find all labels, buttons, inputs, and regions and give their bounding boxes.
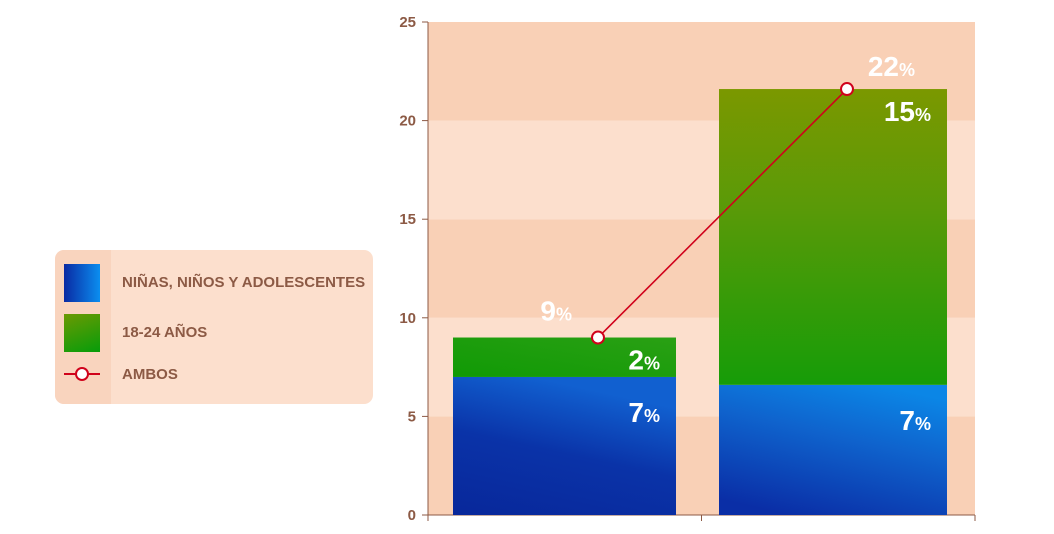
- data-label-18-24: 2%: [628, 345, 660, 376]
- data-labels: 7% 2% 7% 15% 9% 22%: [540, 51, 931, 436]
- legend-marker-icon: [75, 367, 89, 381]
- legend-item-ninos: NIÑAS, NIÑOS Y ADOLESCENTES: [55, 262, 373, 304]
- bar-segment-ninos: [453, 376, 676, 515]
- chart-legend: NIÑAS, NIÑOS Y ADOLESCENTES 18-24 AÑOS A…: [55, 250, 373, 404]
- legend-swatch-green: [64, 314, 100, 352]
- y-tick-label: 15: [399, 211, 416, 228]
- data-label-ninos: 7%: [899, 405, 931, 436]
- legend-label-ninos: NIÑAS, NIÑOS Y ADOLESCENTES: [122, 274, 366, 291]
- data-label-ninos: 7%: [628, 397, 660, 428]
- legend-item-18-24: 18-24 AÑOS: [55, 312, 373, 354]
- legend-item-ambos: AMBOS: [55, 354, 373, 396]
- bar-segment-18-24: [719, 89, 947, 385]
- data-label-ambos: 9%: [540, 296, 572, 327]
- data-label-ambos: 22%: [868, 51, 915, 82]
- ambos-point: [591, 330, 605, 345]
- data-label-18-24: 15%: [884, 96, 931, 127]
- bar-segment-ninos: [719, 384, 947, 515]
- ambos-line: [597, 88, 848, 339]
- y-tick-label: 10: [399, 310, 416, 327]
- bar-segment-18-24: [453, 337, 676, 377]
- y-tick-label: 25: [399, 14, 416, 31]
- legend-swatch-blue: [64, 264, 100, 302]
- y-tick-label: 20: [399, 113, 416, 130]
- ambos-point: [840, 82, 854, 97]
- legend-label-ambos: AMBOS: [122, 366, 178, 383]
- line-series: [591, 82, 854, 345]
- y-tick-label: 5: [408, 408, 416, 425]
- y-tick-label: 0: [408, 507, 416, 524]
- bar-series: [453, 89, 947, 515]
- legend-label-18-24: 18-24 AÑOS: [122, 324, 208, 341]
